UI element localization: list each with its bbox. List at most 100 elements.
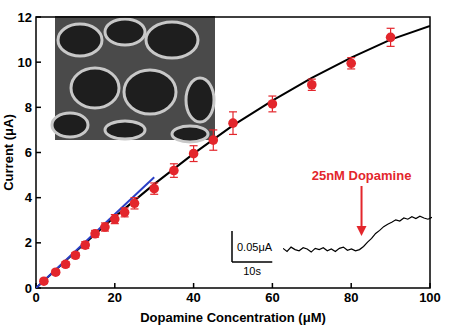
x-tick-label: 20 [108, 290, 122, 305]
y-tick-label: 10 [18, 55, 32, 70]
x-tick [114, 283, 116, 288]
error-bar [111, 215, 119, 224]
error-bar-cap [347, 68, 355, 69]
x-tick-label: 80 [344, 290, 358, 305]
x-tick [429, 283, 431, 288]
sem-pore [105, 121, 145, 139]
y-tick [36, 61, 41, 63]
error-bar [308, 79, 316, 90]
y-tick [36, 107, 41, 109]
error-bar-cap [150, 194, 158, 195]
error-bar [131, 198, 139, 209]
y-tick-label: 8 [25, 100, 32, 115]
scale-bar [231, 231, 233, 262]
sem-pore [172, 126, 208, 142]
sem-pore [71, 68, 119, 108]
data-point [90, 229, 100, 239]
error-bar-cap [131, 197, 139, 198]
x-tick-label: 0 [32, 290, 39, 305]
y-tick [36, 197, 41, 199]
error-bar-cap [387, 46, 395, 47]
data-point [100, 222, 110, 232]
sem-pore [52, 113, 88, 137]
error-bar [268, 96, 276, 112]
error-bar-cap [229, 134, 237, 135]
y-tick-label: 6 [25, 145, 32, 160]
sem-pore [146, 22, 198, 58]
annotation-arrow-head [357, 226, 367, 236]
data-point [346, 58, 356, 68]
error-bar-cap [209, 129, 217, 130]
error-bar [387, 28, 395, 46]
data-point [268, 99, 278, 109]
error-bar [190, 146, 198, 162]
sem-pore [124, 70, 176, 114]
annotation-arrow-shaft [361, 186, 363, 228]
error-bar-cap [268, 95, 276, 96]
plot-area [36, 26, 430, 288]
error-bar-cap [150, 182, 158, 183]
x-tick-label: 40 [186, 290, 200, 305]
y-tick [36, 16, 41, 18]
error-bar [229, 112, 237, 135]
x-tick [193, 283, 195, 288]
data-point [110, 214, 120, 224]
line-series [283, 216, 432, 252]
error-bar [121, 208, 129, 217]
x-tick-label: 60 [265, 290, 279, 305]
data-point [51, 267, 61, 277]
error-bar [170, 164, 178, 178]
error-bar-cap [190, 161, 198, 162]
data-point [169, 166, 179, 176]
data-point [71, 250, 81, 260]
error-bar-cap [170, 177, 178, 178]
sem-pore [105, 19, 145, 45]
data-point [39, 276, 49, 286]
error-bar [101, 223, 109, 231]
line-series [36, 177, 154, 288]
data-point [209, 135, 219, 145]
data-point [189, 149, 199, 159]
data-point [130, 199, 140, 209]
sem-inset [52, 16, 215, 142]
x-tick-label: 100 [419, 290, 441, 305]
scale-bar-label: 10s [243, 265, 261, 277]
error-bar-cap [268, 111, 276, 112]
sem-pore [186, 78, 214, 122]
error-bar-cap [347, 57, 355, 58]
error-bar [209, 130, 217, 150]
data-point [386, 33, 396, 43]
data-point [307, 80, 317, 90]
error-bar-cap [308, 90, 316, 91]
data-point [61, 259, 71, 269]
y-tick-label: 12 [18, 10, 32, 25]
plot-frame [36, 17, 430, 288]
y-axis-label: Current (μA) [1, 114, 16, 191]
scale-bar-label: 0.05μA [237, 241, 273, 253]
error-bar-cap [308, 79, 316, 80]
error-bar-cap [131, 208, 139, 209]
data-point [228, 118, 238, 128]
y-tick-label: 4 [25, 190, 33, 205]
data-point [80, 240, 90, 250]
chart: 020406080100024681012Dopamine Concentrat… [0, 0, 450, 327]
data-point [149, 184, 159, 194]
annotation: 25nM Dopamine [312, 168, 412, 183]
data-point [120, 208, 130, 218]
scale-bar [232, 261, 272, 263]
inset-trace-area [283, 216, 432, 252]
y-tick [36, 152, 41, 154]
error-bar-cap [229, 111, 237, 112]
x-tick [350, 283, 352, 288]
error-bar [150, 183, 158, 194]
error-bar [347, 58, 355, 69]
error-bar-cap [170, 163, 178, 164]
error-bar-cap [209, 150, 217, 151]
error-bar-cap [387, 28, 395, 29]
y-tick-label: 2 [25, 235, 32, 250]
page: {"chart_data": [ {"type": "scatter", "x_… [0, 0, 450, 327]
y-tick [36, 242, 41, 244]
line-series [36, 26, 430, 288]
x-axis-label: Dopamine Concentration (μM) [140, 310, 326, 325]
sem-pore [58, 24, 102, 56]
